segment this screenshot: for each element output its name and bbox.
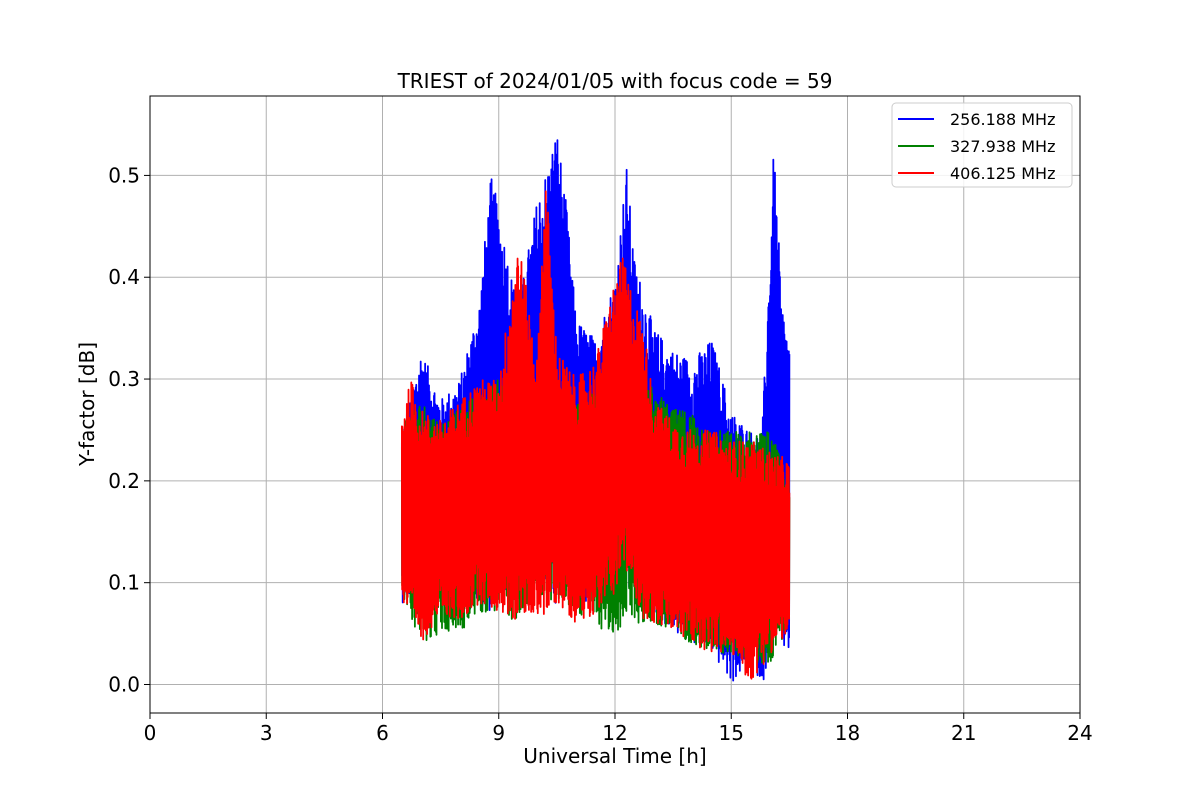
series-line-2	[400, 190, 791, 680]
y-tick-label: 0.5	[108, 163, 140, 187]
x-tick-label: 6	[376, 721, 389, 745]
x-tick-label: 21	[951, 721, 976, 745]
legend-box	[891, 102, 1073, 188]
x-tick-label: 24	[1067, 721, 1092, 745]
y-tick-label: 0.3	[108, 367, 140, 391]
y-axis-ticks: 0.0 0.1 0.2 0.3 0.4 0.5	[108, 163, 150, 696]
x-tick-label: 18	[835, 721, 860, 745]
x-axis-ticks: 0 3 6 9 12 15 18 21 24	[144, 713, 1093, 745]
chart-title: TRIEST of 2024/01/05 with focus code = 5…	[397, 69, 833, 93]
x-tick-label: 15	[719, 721, 744, 745]
y-axis-label: Y-factor [dB]	[75, 342, 99, 467]
series-layer	[400, 139, 791, 682]
legend-label-0: 256.188 MHz	[950, 110, 1055, 129]
legend-label-1: 327.938 MHz	[950, 137, 1055, 156]
x-tick-label: 12	[602, 721, 627, 745]
y-tick-label: 0.1	[108, 571, 140, 595]
x-axis-label: Universal Time [h]	[523, 744, 706, 768]
y-tick-label: 0.4	[108, 265, 140, 289]
legend: 256.188 MHz 327.938 MHz 406.125 MHz	[891, 102, 1073, 188]
x-tick-label: 9	[492, 721, 505, 745]
y-tick-label: 0.2	[108, 469, 140, 493]
legend-label-2: 406.125 MHz	[950, 164, 1055, 183]
x-tick-label: 0	[144, 721, 157, 745]
y-tick-label: 0.0	[108, 672, 140, 696]
x-tick-label: 3	[260, 721, 273, 745]
